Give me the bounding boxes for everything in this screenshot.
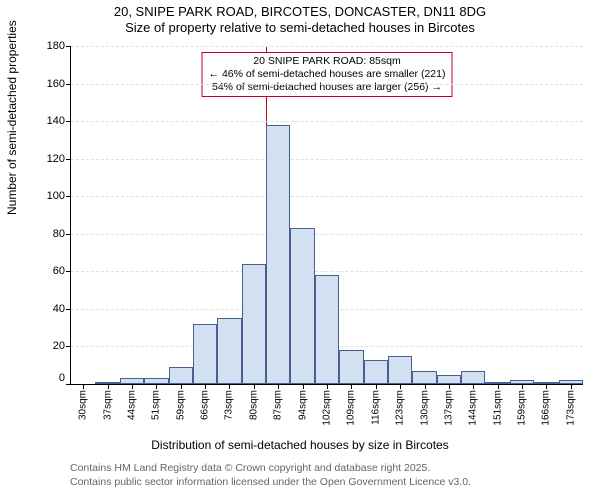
x-tick-label: 130sqm <box>419 390 430 426</box>
x-tick-label: 173sqm <box>565 390 576 426</box>
x-tick-mark <box>108 384 109 389</box>
annotation-box: 20 SNIPE PARK ROAD: 85sqm ← 46% of semi-… <box>202 52 453 97</box>
plot-area: 20 SNIPE PARK ROAD: 85sqm ← 46% of semi-… <box>70 46 583 385</box>
x-tick-mark <box>156 384 157 389</box>
footer-line-1: Contains HM Land Registry data © Crown c… <box>70 462 471 476</box>
y-gridline <box>71 159 583 160</box>
x-tick-mark <box>351 384 352 389</box>
histogram-bar <box>437 375 461 384</box>
x-tick-label: 123sqm <box>395 390 406 426</box>
y-tick-mark <box>66 46 71 47</box>
footer-line-2: Contains public sector information licen… <box>70 476 471 490</box>
y-tick-mark <box>66 196 71 197</box>
x-tick-mark <box>400 384 401 389</box>
x-tick-label: 144sqm <box>468 390 479 426</box>
y-tick-mark <box>66 309 71 310</box>
x-tick-label: 166sqm <box>541 390 552 426</box>
x-tick-mark <box>181 384 182 389</box>
y-tick-mark <box>66 271 71 272</box>
x-tick-mark <box>83 384 84 389</box>
histogram-bar <box>242 264 266 384</box>
y-gridline <box>71 84 583 85</box>
y-tick-mark <box>66 159 71 160</box>
histogram-bar <box>339 350 363 384</box>
x-axis-label: Distribution of semi-detached houses by … <box>0 438 600 452</box>
title-block: 20, SNIPE PARK ROAD, BIRCOTES, DONCASTER… <box>0 0 600 37</box>
histogram-bar <box>461 371 485 384</box>
y-gridline <box>71 196 583 197</box>
x-tick-label: 51sqm <box>151 390 162 420</box>
annotation-line-1: 20 SNIPE PARK ROAD: 85sqm <box>209 55 446 68</box>
y-tick-mark <box>66 346 71 347</box>
x-tick-label: 44sqm <box>126 390 137 420</box>
histogram-bar <box>266 125 290 384</box>
x-tick-label: 80sqm <box>248 390 259 420</box>
y-gridline <box>71 271 583 272</box>
x-tick-label: 116sqm <box>370 390 381 425</box>
x-tick-label: 109sqm <box>346 390 357 426</box>
x-tick-mark <box>327 384 328 389</box>
x-tick-mark <box>449 384 450 389</box>
x-tick-label: 159sqm <box>517 390 528 426</box>
attribution-footer: Contains HM Land Registry data © Crown c… <box>70 462 471 489</box>
y-gridline <box>71 234 583 235</box>
x-tick-mark <box>229 384 230 389</box>
x-tick-mark <box>303 384 304 389</box>
histogram-bar <box>290 228 314 384</box>
x-tick-label: 102sqm <box>322 390 333 426</box>
y-tick-mark <box>66 121 71 122</box>
histogram-bar <box>364 360 388 384</box>
histogram-bar <box>315 275 339 384</box>
histogram-bar <box>193 324 217 384</box>
histogram-bar <box>388 356 412 384</box>
y-tick-mark <box>66 84 71 85</box>
histogram-bar <box>412 371 436 384</box>
x-tick-label: 37sqm <box>102 390 113 420</box>
x-tick-mark <box>571 384 572 389</box>
y-tick-mark <box>66 234 71 235</box>
x-tick-mark <box>132 384 133 389</box>
histogram-bar <box>169 367 193 384</box>
x-tick-label: 59sqm <box>175 390 186 420</box>
x-tick-label: 151sqm <box>492 390 503 426</box>
y-gridline <box>71 46 583 47</box>
x-tick-label: 137sqm <box>443 390 454 426</box>
x-tick-mark <box>473 384 474 389</box>
x-tick-mark <box>425 384 426 389</box>
title-line-1: 20, SNIPE PARK ROAD, BIRCOTES, DONCASTER… <box>0 4 600 20</box>
x-tick-label: 87sqm <box>273 390 284 420</box>
x-tick-label: 30sqm <box>78 390 89 420</box>
x-tick-mark <box>254 384 255 389</box>
histogram-bar <box>217 318 241 384</box>
x-tick-mark <box>498 384 499 389</box>
x-tick-mark <box>522 384 523 389</box>
x-tick-mark <box>278 384 279 389</box>
y-gridline <box>71 121 583 122</box>
y-tick-mark <box>66 384 71 385</box>
annotation-line-2: ← 46% of semi-detached houses are smalle… <box>209 68 446 81</box>
x-tick-label: 94sqm <box>297 390 308 420</box>
x-tick-mark <box>546 384 547 389</box>
x-tick-mark <box>376 384 377 389</box>
x-tick-label: 73sqm <box>224 390 235 420</box>
histogram-chart: 20, SNIPE PARK ROAD, BIRCOTES, DONCASTER… <box>0 0 600 500</box>
x-tick-label: 66sqm <box>200 390 211 420</box>
x-tick-mark <box>205 384 206 389</box>
y-tick-label: 0 <box>59 372 71 384</box>
title-line-2: Size of property relative to semi-detach… <box>0 20 600 36</box>
y-axis-label: Number of semi-detached properties <box>5 20 19 215</box>
